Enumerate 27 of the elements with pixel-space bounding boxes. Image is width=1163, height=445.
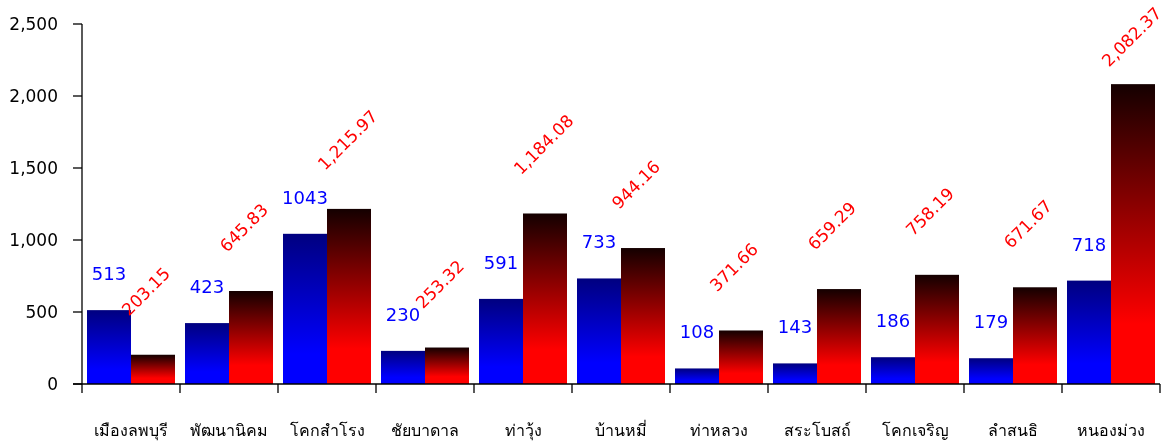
x-tick-label: เมืองลพบุรี [94, 421, 168, 441]
x-tick-label: ท่าหลวง [690, 421, 748, 440]
y-tick-label: 2,500 [9, 14, 58, 34]
y-tick-label: 0 [47, 374, 58, 394]
x-tick-label: ลำสนธิ [988, 421, 1038, 440]
x-tick-label: บ้านหมี่ [595, 419, 647, 440]
data-label: 1043 [282, 186, 328, 208]
data-label: 143 [777, 316, 813, 338]
x-tick-label: โคกสำโรง [289, 421, 365, 440]
data-label: 733 [581, 231, 617, 253]
x-tick-label: ชัยบาดาล [391, 421, 459, 440]
x-tick-label: ท่าวุ้ง [504, 421, 542, 441]
x-tick-label: สระโบสถ์ [783, 421, 851, 440]
x-tick-label: พัฒนานิคม [190, 421, 268, 440]
y-tick-label: 500 [25, 302, 58, 322]
data-label: 179 [973, 311, 1009, 333]
y-tick-label: 2,000 [9, 86, 58, 106]
data-label: 108 [679, 321, 715, 343]
data-label: 186 [875, 310, 911, 332]
y-tick-label: 1,000 [9, 230, 58, 250]
data-label: 423 [189, 276, 225, 298]
data-label: 230 [385, 303, 421, 325]
data-label: 591 [483, 251, 519, 273]
x-tick-label: หนองม่วง [1077, 421, 1145, 440]
data-label: 718 [1071, 233, 1107, 255]
y-tick-label: 1,500 [9, 158, 58, 178]
x-tick-label: โคกเจริญ [881, 421, 949, 440]
